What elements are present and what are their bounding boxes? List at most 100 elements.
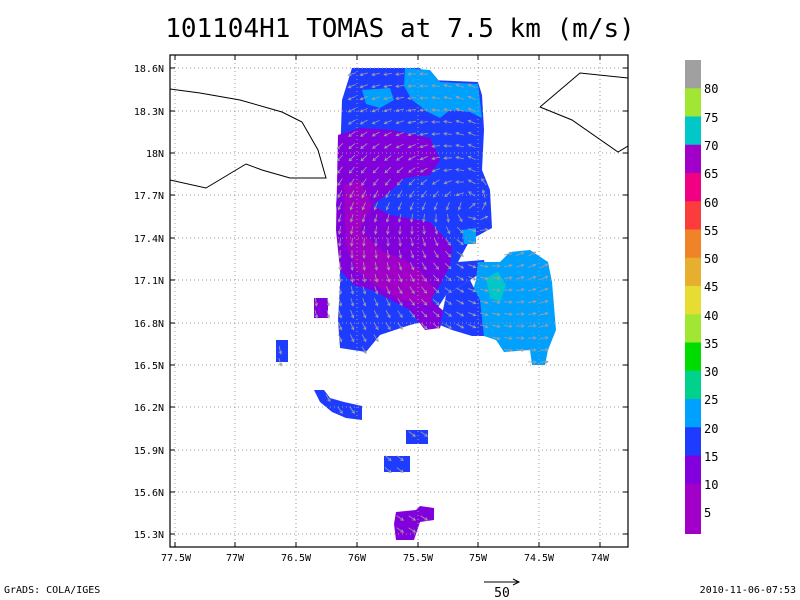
wind-vector	[374, 298, 378, 306]
wind-vector	[410, 238, 414, 246]
wind-vector-head	[383, 84, 388, 89]
wind-vector	[456, 263, 464, 269]
wind-vector-head	[349, 218, 354, 223]
wind-vector-head	[359, 96, 364, 101]
wind-vector	[351, 261, 353, 271]
wind-vector-head	[544, 287, 549, 292]
wind-vector	[431, 85, 441, 87]
wind-vector-head	[496, 324, 501, 329]
wind-vector	[408, 144, 416, 148]
wind-vector	[480, 300, 488, 304]
wind-vector	[410, 262, 414, 270]
wind-vector	[338, 310, 342, 318]
wind-vector	[348, 84, 356, 88]
wind-vector-head	[481, 178, 485, 182]
wind-vector	[397, 310, 403, 318]
wind-vector-head	[337, 230, 342, 235]
wind-vector-head	[349, 182, 353, 186]
wind-vector	[515, 349, 525, 351]
wind-vector	[395, 85, 405, 87]
wind-vector	[431, 145, 441, 147]
wind-vector-head	[408, 169, 412, 173]
wind-vector-head	[460, 277, 465, 281]
wind-vector-head	[350, 314, 355, 319]
wind-vector-head	[363, 350, 367, 355]
wind-vector-head	[374, 231, 378, 235]
wind-vector	[360, 131, 368, 137]
wind-vector	[528, 300, 536, 304]
wind-vector	[443, 133, 453, 135]
lon-label: 76W	[348, 553, 367, 564]
wind-vector-head	[419, 120, 423, 124]
wind-vector	[360, 84, 368, 88]
wind-vector-head	[443, 144, 447, 148]
wind-vector-head	[407, 84, 411, 88]
wind-vector-head	[545, 360, 549, 364]
wind-vector	[396, 155, 404, 161]
wind-vector-head	[395, 145, 400, 149]
wind-vector	[456, 120, 464, 124]
wind-vector-head	[371, 133, 376, 137]
colorbar-swatch	[685, 257, 701, 287]
wind-vector	[527, 313, 537, 315]
colorbar-swatch	[685, 286, 701, 315]
wind-vector-head	[278, 350, 283, 355]
wind-vector	[371, 84, 381, 88]
wind-vector-head	[362, 230, 366, 235]
wind-vector	[444, 180, 452, 184]
wind-vector	[361, 334, 367, 342]
wind-vector-head	[314, 302, 318, 307]
wind-vector-head	[337, 182, 341, 187]
wind-vector-head	[362, 302, 367, 307]
wind-vector	[420, 515, 428, 521]
wind-vector-head	[509, 288, 513, 292]
wind-vector	[396, 455, 404, 461]
wind-vector-head	[407, 72, 411, 76]
wind-vector	[373, 178, 379, 186]
wind-vector	[422, 250, 426, 258]
wind-vector	[337, 190, 343, 198]
wind-vector-head	[384, 157, 388, 161]
colorbar-label: 45	[704, 280, 718, 294]
wind-vector-head	[397, 194, 401, 199]
wind-vector	[350, 226, 354, 234]
wind-vector-head	[521, 324, 525, 328]
wind-vector	[421, 298, 427, 306]
wind-vector-head	[407, 96, 411, 100]
wind-vector	[326, 310, 330, 318]
wind-vector-head	[398, 266, 403, 271]
wind-vector-head	[412, 433, 416, 437]
wind-vector-head	[497, 264, 501, 268]
lat-label: 18.3N	[134, 107, 164, 118]
wind-vector-head	[411, 302, 415, 306]
wind-vector-head	[422, 254, 427, 259]
wind-vector	[420, 144, 428, 148]
wind-vector-head	[350, 243, 354, 247]
wind-vector-head	[533, 324, 537, 328]
wind-vector	[456, 323, 464, 329]
wind-vector	[348, 143, 356, 149]
colorbar-swatch	[685, 427, 701, 456]
wind-vector-head	[460, 313, 465, 317]
wind-vector-head	[443, 107, 448, 112]
wind-vector	[385, 298, 391, 306]
wind-vector	[492, 324, 500, 328]
wind-vector	[408, 132, 416, 136]
wind-vector-head	[347, 84, 352, 89]
wind-vector	[372, 131, 380, 137]
wind-vector	[398, 250, 402, 258]
wind-vector-head	[484, 264, 489, 269]
wind-vector	[420, 310, 428, 318]
wind-vector	[420, 156, 428, 160]
wind-vector-head	[484, 215, 489, 220]
wind-vector	[423, 225, 425, 235]
wind-vector	[373, 334, 379, 342]
wind-vector	[398, 274, 402, 282]
colorbar-label: 65	[704, 167, 718, 181]
wind-vector-head	[467, 83, 472, 88]
wind-vector	[444, 263, 452, 269]
wind-vector-head	[349, 230, 354, 235]
wind-vector-head	[472, 202, 476, 207]
wind-vector	[374, 286, 378, 294]
wind-cell-c	[314, 390, 362, 420]
